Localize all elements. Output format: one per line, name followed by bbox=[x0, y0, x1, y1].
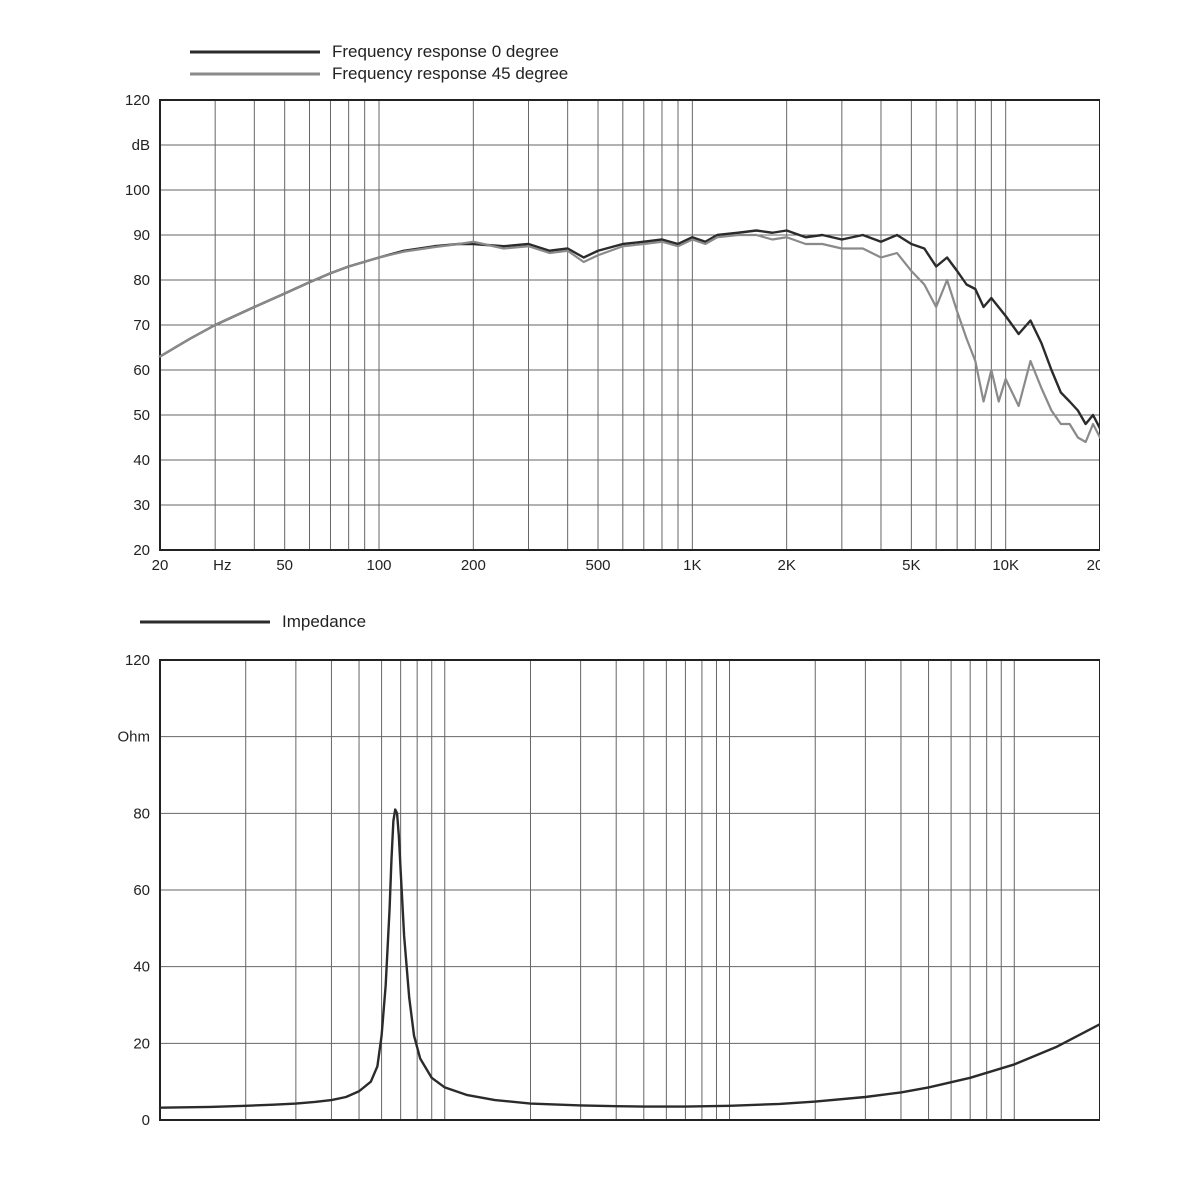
x-tick-label: 100 bbox=[366, 557, 391, 570]
y-tick-label: 60 bbox=[133, 882, 150, 899]
x-tick-label: 500 bbox=[631, 1127, 656, 1130]
x-tick-label: 50 bbox=[351, 1127, 368, 1130]
legend-label: Frequency response 0 degree bbox=[332, 42, 559, 61]
y-unit-label: dB bbox=[132, 137, 150, 154]
legend-label: Frequency response 45 degree bbox=[332, 64, 568, 83]
x-tick-label: 200 bbox=[518, 1127, 543, 1130]
y-tick-label: 70 bbox=[133, 317, 150, 334]
x-tick-label: 20 bbox=[152, 557, 169, 570]
x-tick-label: 2K bbox=[806, 1127, 824, 1130]
x-tick-label: 10 bbox=[152, 1127, 169, 1130]
x-tick-label: 20 bbox=[237, 1127, 254, 1130]
x-tick-label: 200 bbox=[461, 557, 486, 570]
y-tick-label: 40 bbox=[133, 959, 150, 976]
x-tick-label: 1K bbox=[720, 1127, 738, 1130]
legend-label: Impedance bbox=[282, 612, 366, 631]
y-tick-label: 80 bbox=[133, 272, 150, 289]
y-unit-label: Ohm bbox=[117, 729, 150, 746]
x-tick-label: 20K bbox=[1087, 557, 1100, 570]
y-tick-label: 120 bbox=[125, 652, 150, 669]
y-tick-label: 30 bbox=[133, 497, 150, 514]
x-tick-label: 10K bbox=[992, 557, 1019, 570]
y-tick-label: 40 bbox=[133, 452, 150, 469]
x-tick-label: 2K bbox=[777, 557, 795, 570]
y-tick-label: 20 bbox=[133, 1035, 150, 1052]
frequency-response-chart: Frequency response 0 degree Frequency res… bbox=[100, 40, 1100, 570]
x-tick-label: 10K bbox=[1001, 1127, 1028, 1130]
y-tick-label: 60 bbox=[133, 362, 150, 379]
y-tick-label: 0 bbox=[142, 1112, 150, 1129]
x-tick-label: 100 bbox=[432, 1127, 457, 1130]
y-tick-label: 50 bbox=[133, 407, 150, 424]
impedance-chart: Impedance 0 20 40 60 80 120 Ohm 10 20 50 100 200 500 1… bbox=[100, 610, 1100, 1130]
y-tick-label: 120 bbox=[125, 92, 150, 109]
x-tick-label: 5K bbox=[902, 557, 920, 570]
x-tick-label: 50 bbox=[276, 557, 293, 570]
x-unit-label: Hz bbox=[194, 1127, 212, 1130]
y-tick-label: 80 bbox=[133, 805, 150, 822]
y-tick-label: 100 bbox=[125, 182, 150, 199]
y-tick-label: 90 bbox=[133, 227, 150, 244]
x-unit-label: Hz bbox=[213, 557, 231, 570]
x-tick-label: 500 bbox=[586, 557, 611, 570]
x-tick-label: 20K bbox=[1087, 1127, 1100, 1130]
y-tick-label: 20 bbox=[133, 542, 150, 559]
x-tick-label: 1K bbox=[683, 557, 701, 570]
x-tick-label: 5K bbox=[919, 1127, 937, 1130]
